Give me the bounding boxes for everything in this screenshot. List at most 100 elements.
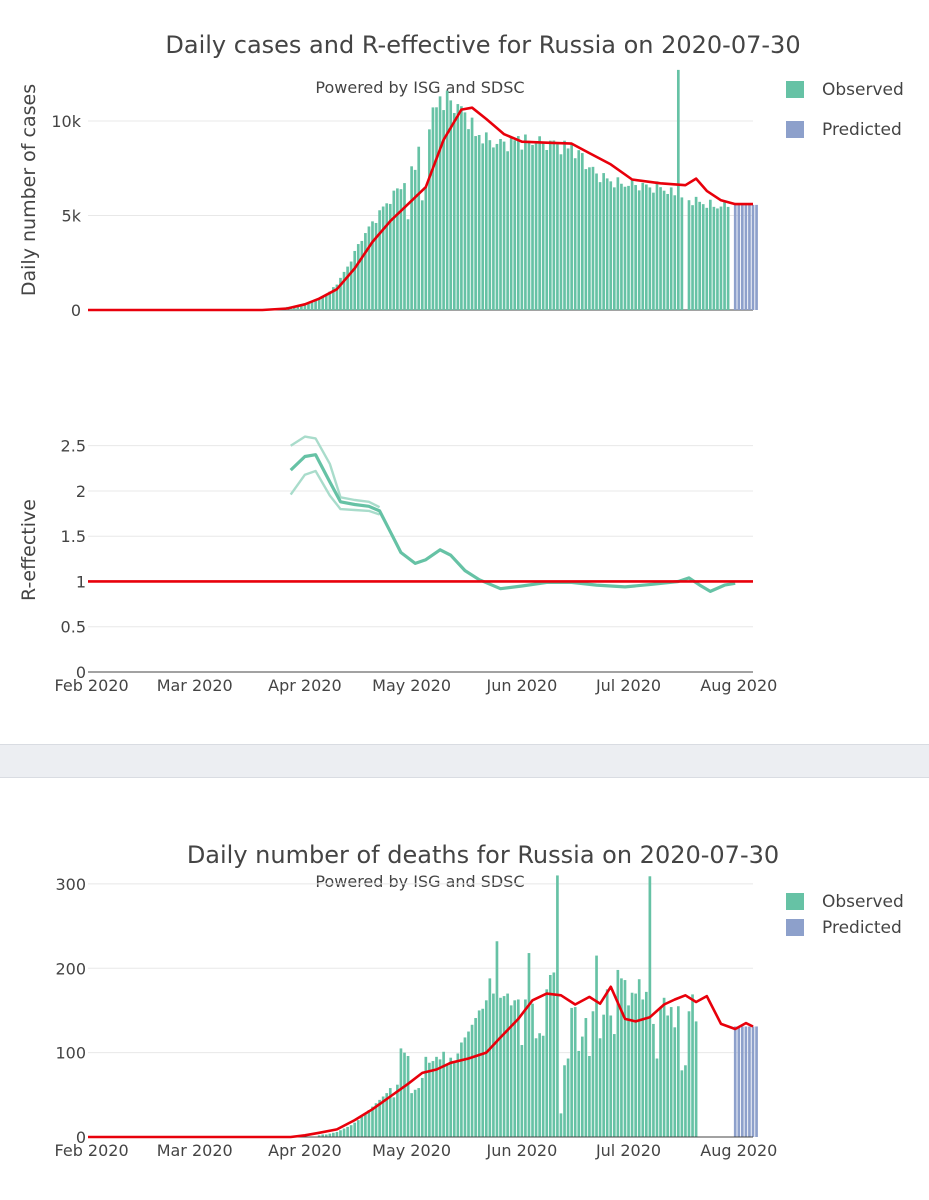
- cases-observed-bar: [332, 287, 335, 310]
- reff-x-tick: Jul 2020: [595, 676, 661, 695]
- cases-observed-bar: [723, 202, 726, 310]
- legend-observed-swatch[interactable]: [786, 81, 804, 98]
- cases-observed-bar: [296, 306, 300, 310]
- deaths-observed-bar: [349, 1125, 353, 1137]
- cases-observed-bar: [460, 106, 463, 310]
- deaths-observed-bar: [605, 989, 609, 1137]
- legend-predicted-swatch[interactable]: [786, 919, 804, 936]
- deaths-observed-bar: [506, 993, 509, 1137]
- deaths-observed-bar: [545, 989, 549, 1137]
- legend-observed-label[interactable]: Observed: [822, 892, 904, 912]
- cases-observed-bar: [616, 177, 620, 310]
- cases-observed-bar: [374, 222, 378, 310]
- deaths-observed-bar: [509, 1005, 513, 1138]
- cases-observed-bar: [438, 96, 442, 310]
- deaths-x-tick: May 2020: [372, 1141, 451, 1160]
- deaths-observed-bar: [620, 978, 623, 1138]
- cases-observed-bar: [527, 140, 531, 310]
- deaths-x-tick: Mar 2020: [157, 1141, 233, 1160]
- deaths-x-tick: Jul 2020: [595, 1141, 661, 1160]
- deaths-figure: Daily number of deaths for Russia on 202…: [55, 841, 904, 1160]
- cases-predicted-bar: [733, 204, 737, 310]
- cases-observed-bar: [431, 107, 435, 311]
- legend-observed-label[interactable]: Observed: [822, 80, 904, 100]
- deaths-observed-bar: [502, 996, 506, 1137]
- reff-gridlines: [88, 445, 753, 628]
- reff-x-tick: Jun 2020: [485, 676, 557, 695]
- cases-observed-bar: [573, 158, 577, 310]
- cases-observed-bar: [673, 195, 677, 310]
- cases-observed-bar: [367, 226, 371, 310]
- deaths-observed-bar: [524, 999, 527, 1137]
- deaths-observed-bar: [577, 1050, 581, 1137]
- cases-observed-bar: [314, 300, 317, 310]
- cases-observed-bar: [346, 266, 349, 310]
- deaths-observed-bar: [684, 1065, 687, 1137]
- cases-observed-bar: [580, 153, 584, 310]
- deaths-observed-bar: [438, 1059, 442, 1138]
- deaths-observed-bar: [570, 1007, 573, 1137]
- cases-observed-bar: [716, 208, 719, 310]
- deaths-observed-bar: [673, 1027, 677, 1137]
- deaths-observed-bar: [364, 1113, 367, 1138]
- cases-observed-bar: [307, 303, 310, 310]
- cases-observed-bar: [623, 186, 627, 310]
- cases-observed-bar: [548, 140, 552, 310]
- deaths-observed-bar: [616, 969, 620, 1137]
- reff-y-tick: 1: [76, 572, 86, 591]
- deaths-observed-bar: [353, 1122, 357, 1137]
- deaths-observed-bar: [367, 1110, 371, 1137]
- cases-observed-bar: [349, 261, 353, 310]
- cases-observed-bar: [474, 136, 477, 310]
- reff-median-line: [289, 453, 736, 593]
- deaths-observed-bar: [659, 1007, 662, 1137]
- deaths-observed-bar: [641, 999, 645, 1137]
- deaths-observed-bar: [538, 1033, 541, 1137]
- deaths-observed-bar: [388, 1088, 392, 1137]
- legend-predicted-swatch[interactable]: [786, 121, 804, 138]
- deaths-observed-bar: [495, 941, 499, 1137]
- legend-predicted-label[interactable]: Predicted: [822, 918, 902, 938]
- cases-observed-bar: [303, 304, 307, 310]
- cases-observed-bar: [481, 143, 485, 310]
- legend-predicted-label[interactable]: Predicted: [822, 120, 902, 140]
- reff-x-tick: Aug 2020: [700, 676, 777, 695]
- deaths-observed-bar: [556, 875, 559, 1137]
- cases-observed-bar: [513, 140, 517, 310]
- cases-observed-bar: [381, 206, 385, 310]
- cases-and-reff-figure: Daily cases and R-effective for Russia o…: [18, 31, 904, 695]
- cases-y-axis-title: Daily number of cases: [18, 84, 40, 296]
- cases-predicted-bar: [751, 204, 755, 310]
- cases-observed-bar: [396, 188, 399, 310]
- deaths-observed-bar: [687, 1011, 691, 1137]
- cases-observed-bar: [570, 143, 573, 311]
- deaths-y-tick: 200: [55, 959, 86, 978]
- cases-chart-title: Daily cases and R-effective for Russia o…: [165, 31, 800, 59]
- cases-observed-bar: [634, 185, 637, 310]
- deaths-observed-bar: [644, 991, 648, 1138]
- deaths-observed-bar: [399, 1048, 403, 1137]
- deaths-observed-bar: [463, 1037, 467, 1137]
- cases-observed-bar: [300, 305, 303, 310]
- deaths-observed-bar: [630, 992, 634, 1137]
- deaths-observed-bar: [548, 975, 552, 1137]
- deaths-y-tick: 100: [55, 1044, 86, 1063]
- deaths-observed-bar: [452, 1061, 456, 1137]
- cases-observed-bar: [417, 146, 421, 310]
- deaths-observed-bar: [317, 1135, 321, 1137]
- deaths-x-tick: Aug 2020: [700, 1141, 777, 1160]
- deaths-observed-bar: [470, 1024, 474, 1137]
- legend-observed-swatch[interactable]: [786, 893, 804, 910]
- deaths-legend[interactable]: Observed Predicted: [786, 892, 904, 938]
- cases-observed-bar: [655, 181, 659, 310]
- cases-legend[interactable]: Observed Predicted: [786, 80, 904, 140]
- cases-observed-bar: [630, 179, 634, 310]
- cases-observed-bar: [371, 221, 374, 310]
- deaths-observed-bar: [648, 876, 652, 1137]
- cases-observed-bar: [701, 204, 705, 310]
- cases-observed-bar: [399, 189, 403, 310]
- deaths-observed-bar: [488, 978, 492, 1138]
- deaths-y-tick-labels: 0 100 200 300: [55, 875, 86, 1147]
- cases-smoothed-line: [88, 106, 753, 312]
- deaths-observed-bar: [324, 1134, 328, 1137]
